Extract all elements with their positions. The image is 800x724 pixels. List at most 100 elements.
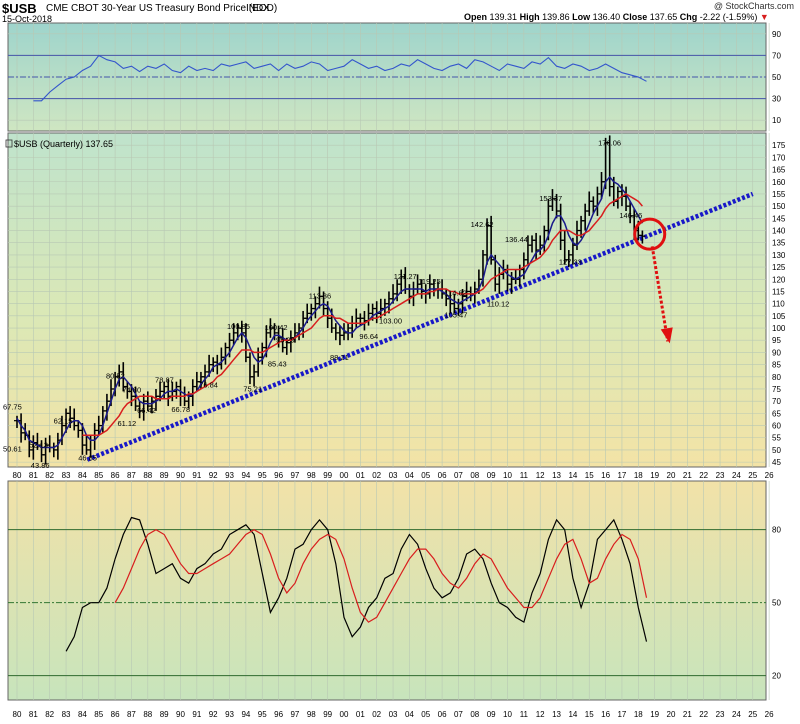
price-annotation: 75.21 xyxy=(243,384,262,393)
x-tick-label: 09 xyxy=(487,471,496,480)
price-annotation: 74.80 xyxy=(122,385,141,394)
price-annotation: 103.00 xyxy=(379,317,402,326)
price-annotation: 153.37 xyxy=(539,194,562,203)
down-arrow-icon: ▼ xyxy=(759,12,769,22)
highlight-circle xyxy=(633,217,667,251)
date-label: 15-Oct-2018 xyxy=(2,14,53,24)
y-tick-label: 30 xyxy=(772,95,781,104)
price-annotation: 76.84 xyxy=(199,380,218,389)
x-tick-label: 03 xyxy=(389,710,398,719)
x-tick-label: 91 xyxy=(192,471,201,480)
price-annotation: 121.27 xyxy=(394,272,417,281)
x-tick-label: 26 xyxy=(765,471,774,480)
y-tick-label: 135 xyxy=(772,239,786,248)
price-annotation: 100.42 xyxy=(265,323,288,332)
x-tick-label: 88 xyxy=(143,710,152,719)
price-annotation: 110.12 xyxy=(487,299,509,308)
y-tick-label: 155 xyxy=(772,190,786,199)
price-annotation: 136.44 xyxy=(505,235,528,244)
x-tick-label: 02 xyxy=(372,710,381,719)
price-annotation: 52.13 xyxy=(29,441,48,450)
price-annotation: 80.52 xyxy=(106,372,125,381)
chg-value: -2.22 (-1.59%) xyxy=(699,12,758,22)
x-tick-label: 82 xyxy=(45,710,54,719)
y-tick-label: 95 xyxy=(772,336,781,345)
x-tick-label: 80 xyxy=(13,710,22,719)
ma-slow-line xyxy=(82,193,643,437)
price-annotation: 96.64 xyxy=(359,332,378,341)
x-tick-label: 20 xyxy=(667,471,676,480)
y-tick-label: 85 xyxy=(772,361,781,370)
x-tick-label: 97 xyxy=(290,471,299,480)
x-tick-label: 85 xyxy=(94,710,103,719)
y-tick-label: 110 xyxy=(772,300,785,309)
high-value: 139.86 xyxy=(542,12,570,22)
y-tick-label: 80 xyxy=(772,373,781,382)
x-tick-label: 84 xyxy=(78,710,87,719)
x-tick-label: 23 xyxy=(716,471,725,480)
y-tick-label: 10 xyxy=(772,116,781,125)
price-annotation: 114.62 xyxy=(444,288,466,297)
x-tick-label: 05 xyxy=(421,471,430,480)
x-tick-label: 87 xyxy=(127,471,136,480)
low-label: Low xyxy=(572,12,591,22)
x-tick-label: 87 xyxy=(127,710,136,719)
x-tick-label: 89 xyxy=(160,710,169,719)
y-tick-label: 50 xyxy=(772,446,781,455)
x-tick-label: 92 xyxy=(209,471,218,480)
x-tick-label: 86 xyxy=(111,710,120,719)
x-tick-label: 22 xyxy=(699,710,708,719)
x-tick-label: 18 xyxy=(634,471,643,480)
y-tick-label: 65 xyxy=(772,409,781,418)
projection-arrow xyxy=(650,246,670,342)
y-tick-label: 20 xyxy=(772,672,781,681)
x-tick-label: 85 xyxy=(94,471,103,480)
ohlc-readout: Open 139.31 High 139.86 Low 136.40 Close… xyxy=(464,12,769,22)
y-tick-label: 170 xyxy=(772,153,786,162)
x-tick-label: 88 xyxy=(143,471,152,480)
x-tick-label: 10 xyxy=(503,471,512,480)
x-tick-label: 02 xyxy=(372,471,381,480)
x-tick-label: 83 xyxy=(62,710,71,719)
price-annotation: 50.61 xyxy=(3,444,22,453)
price-panel xyxy=(7,132,767,468)
price-annotation: 66.78 xyxy=(171,405,190,414)
x-tick-label: 14 xyxy=(568,710,577,719)
x-tick-label: 13 xyxy=(552,471,561,480)
price-annotation: 142.62 xyxy=(471,220,494,229)
x-tick-label: 90 xyxy=(176,471,185,480)
x-tick-label: 25 xyxy=(748,710,757,719)
x-tick-label: 96 xyxy=(274,710,283,719)
oscillator-slow-line xyxy=(114,529,648,623)
oscillator-fast-line xyxy=(65,516,648,652)
price-annotation: 61.12 xyxy=(117,419,136,428)
x-tick-label: 14 xyxy=(568,471,577,480)
x-tick-label: 04 xyxy=(405,710,414,719)
price-annotation: 62.15 xyxy=(54,416,73,425)
low-value: 136.40 xyxy=(592,12,621,22)
x-tick-label: 08 xyxy=(470,710,479,719)
y-tick-label: 105 xyxy=(772,312,786,321)
x-tick-label: 91 xyxy=(192,710,201,719)
x-tick-label: 16 xyxy=(601,471,610,480)
chg-label: Chg xyxy=(679,12,698,22)
chart-header: $USB CME CBOT 30-Year US Treasury Bond P… xyxy=(0,0,800,24)
x-tick-label: 98 xyxy=(307,710,316,719)
x-tick-label: 19 xyxy=(650,471,659,480)
open-value: 139.31 xyxy=(489,12,518,22)
x-tick-label: 00 xyxy=(340,710,349,719)
price-annotation: 67.75 xyxy=(3,403,22,412)
x-tick-label: 20 xyxy=(667,710,676,719)
y-tick-label: 100 xyxy=(772,324,786,333)
x-tick-label: 17 xyxy=(617,710,626,719)
price-annotation: 127.33 xyxy=(559,257,582,266)
x-tick-label: 12 xyxy=(536,710,545,719)
price-annotation: 43.86 xyxy=(31,461,50,470)
x-tick-label: 23 xyxy=(716,710,725,719)
x-tick-label: 89 xyxy=(160,471,169,480)
x-tick-label: 00 xyxy=(340,471,349,480)
x-tick-label: 06 xyxy=(438,471,447,480)
price-annotation: 78.87 xyxy=(155,376,174,385)
bottom-panel xyxy=(7,480,767,701)
x-tick-label: 18 xyxy=(634,710,643,719)
